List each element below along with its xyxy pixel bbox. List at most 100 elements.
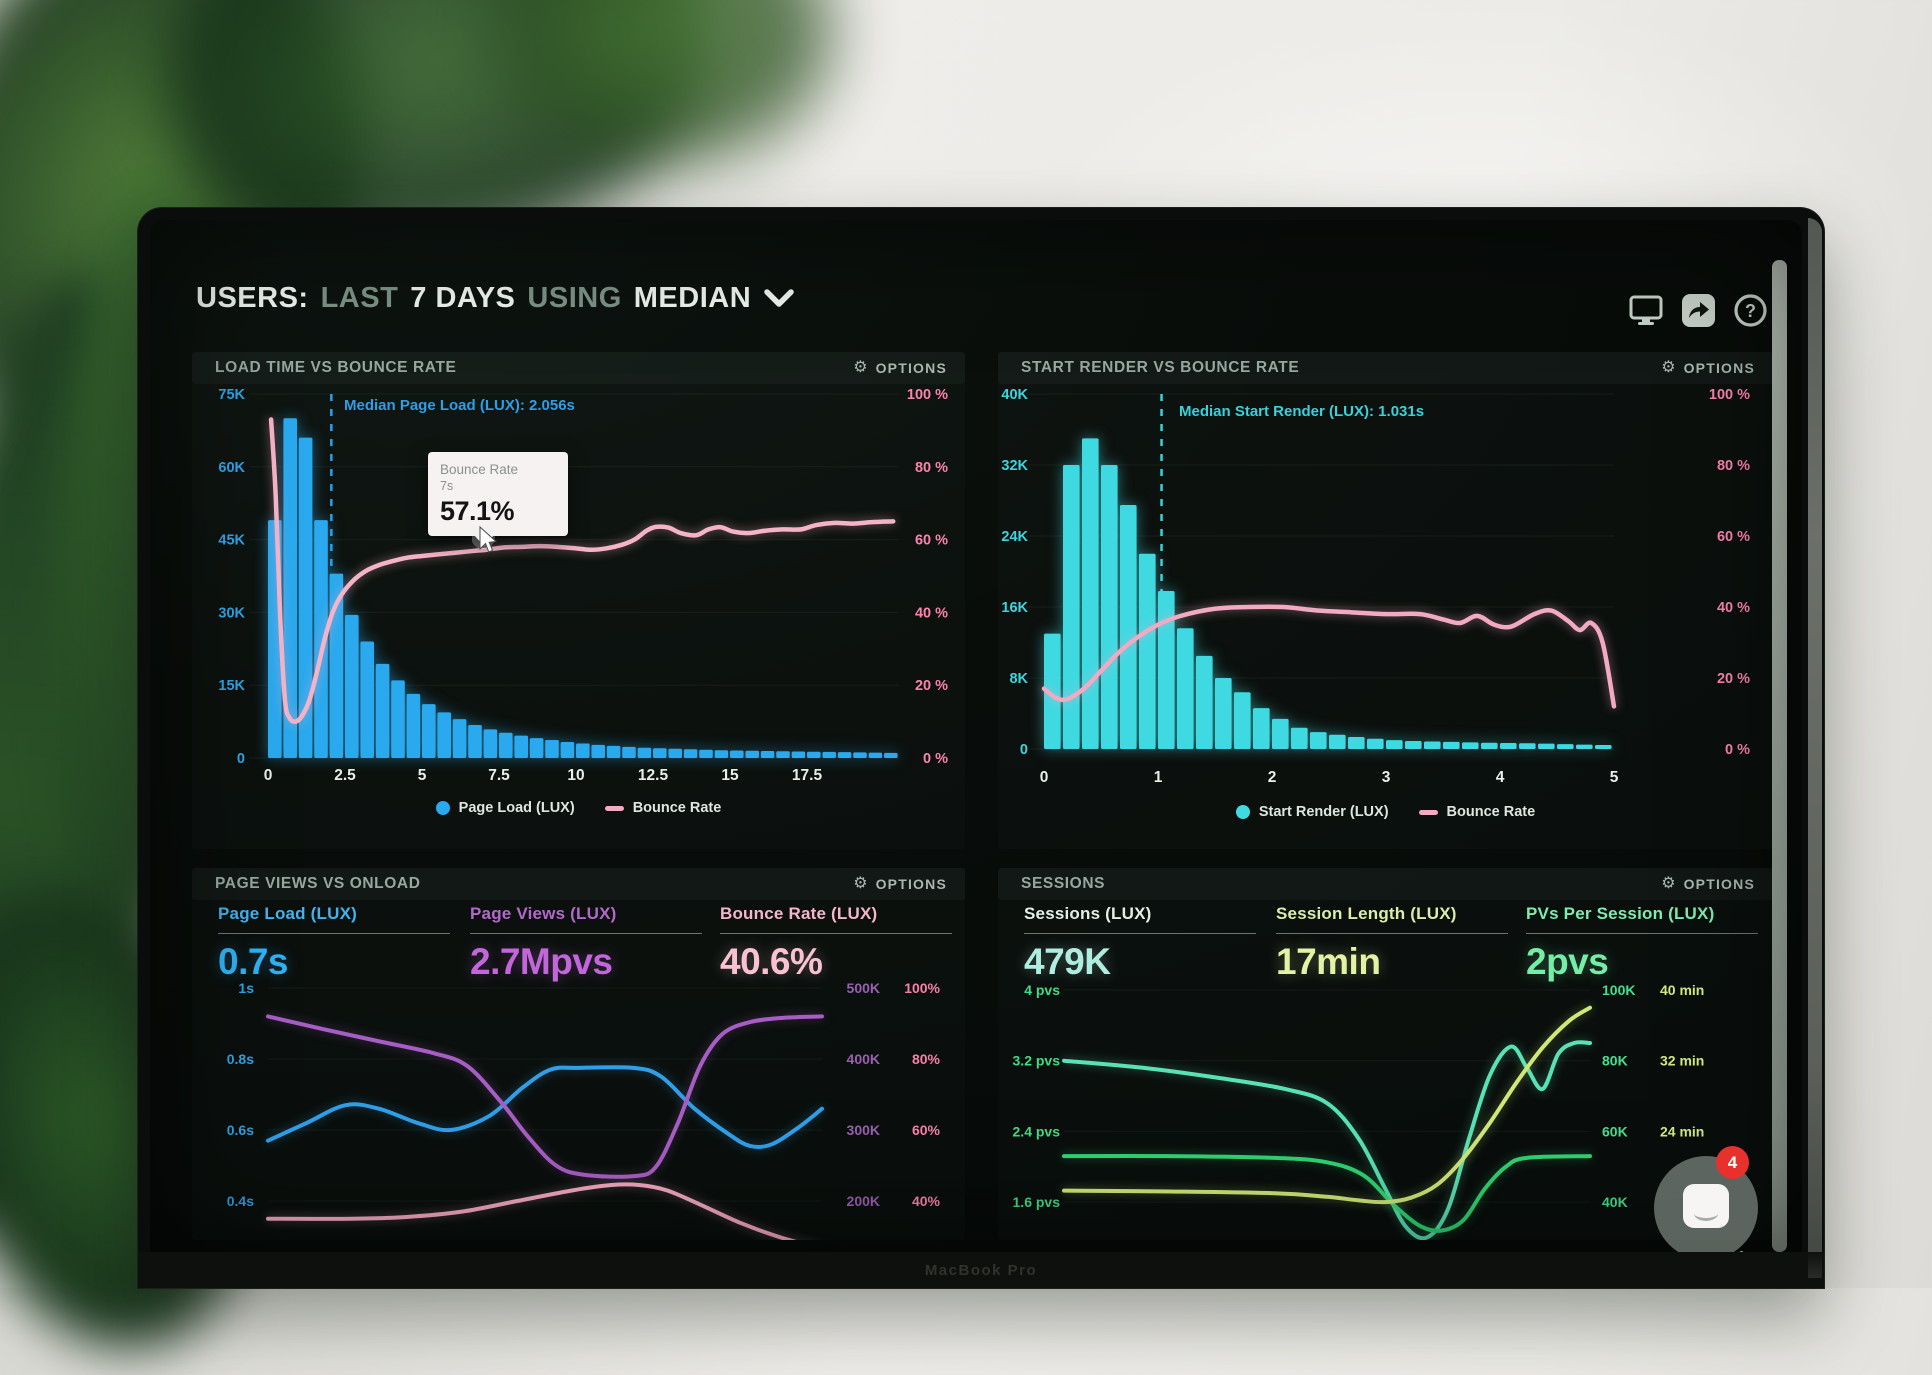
bar [807,751,821,758]
metric-row: Page Load (LUX) 0.7s Page Views (LUX) 2.7Mp… [192,904,965,990]
panel-load-time-vs-bounce-rate: LOAD TIME VS BOUNCE RATE ⚙ OPTIONS 75K 10… [192,352,965,849]
axis-label: 5 [418,767,427,784]
bar [1424,741,1441,749]
chat-widget-button[interactable]: 4 [1654,1146,1758,1252]
metric: Sessions (LUX) 479K [1024,904,1256,983]
axis-label: 500K [847,980,880,996]
scrollbar[interactable] [1772,260,1787,1252]
bounce-rate-line [268,417,896,724]
title-using: USING [527,282,622,314]
axis-label: 8K [1009,671,1028,687]
share-icon[interactable] [1680,292,1716,328]
metric: Session Length (LUX) 17min [1276,904,1508,983]
sessions-line-chart[interactable]: 4 pvs 100K 40 min 3.2 pvs 80K 32 min 2.4 pvs 60… [998,868,1773,1240]
bar [1576,744,1593,749]
axis-label: 80K [1602,1053,1628,1069]
series-line [266,1065,824,1150]
axis-label: 40 % [915,605,948,621]
bar [375,663,390,758]
legend-dot-icon [435,801,450,815]
bar [776,751,790,758]
options-button[interactable]: ⚙ OPTIONS [853,359,947,377]
legend-dash-icon [1418,809,1438,815]
bar [1557,744,1574,749]
bar [637,747,652,758]
bar [452,719,467,758]
title-last: LAST [320,282,399,314]
bar [714,750,729,758]
axis-label: 80 % [1717,458,1750,474]
chart-legend: Start Render (LUX) Bounce Rate [1068,804,1703,820]
axis-label: 0 [1020,742,1028,758]
axis-label: 60 % [1717,529,1750,545]
axis-label: 4 [1496,769,1505,786]
dashboard-screen: USERS: LAST 7 DAYS USING MEDIAN ? [150,220,1802,1252]
chat-unread-badge: 4 [1716,1146,1749,1179]
legend-label: Bounce Rate [632,800,722,816]
laptop-chin: MacBook Pro [138,1252,1824,1288]
axis-label: 30K [218,605,245,621]
bar [1044,633,1061,749]
axis-label: 100 % [907,387,948,403]
metric: Bounce Rate (LUX) 40.6% [720,904,952,983]
load-time-histogram-chart[interactable]: 75K 100 % 60K 80 % 45K 60 % 30K 40 % 15K 20 % 0 0 %… [192,352,965,849]
plant-leaf [500,0,830,160]
legend-item[interactable]: Page Load (LUX) [435,800,575,816]
gear-icon: ⚙ [853,875,868,892]
axis-label: 12.5 [638,767,669,784]
metric-label: Page Views (LUX) [470,904,617,923]
bar [837,752,852,758]
bounce-rate-line [1041,604,1617,709]
axis-label: 2.4 pvs [1013,1123,1061,1139]
axis-label: 80 % [915,460,948,476]
metric-underline [1024,933,1256,934]
panel-title: PAGE VIEWS VS ONLOAD [215,875,421,892]
chart-legend: Page Load (LUX) Bounce Rate [262,800,895,816]
users-range-dropdown[interactable]: USERS: LAST 7 DAYS USING MEDIAN [196,282,795,315]
series-line [1062,1040,1592,1240]
axis-label: 20 % [915,678,948,694]
panel-start-render-vs-bounce-rate: START RENDER VS BOUNCE RATE ⚙ OPTIONS 40… [998,352,1773,849]
series-line [1062,1005,1592,1205]
bar [1538,743,1555,749]
axis-label: 3 [1382,769,1391,786]
metric-underline [1526,933,1758,934]
bar [1196,655,1213,749]
axis-label: 0 % [923,751,948,767]
help-icon[interactable]: ? [1732,292,1768,328]
options-button[interactable]: ⚙ OPTIONS [1661,359,1755,377]
device-label: MacBook Pro [924,1261,1038,1279]
axis-label: 0.4s [227,1193,254,1209]
legend-item[interactable]: Start Render (LUX) [1235,804,1389,820]
bar [1215,678,1232,749]
metric-label: Session Length (LUX) [1276,904,1457,923]
options-button[interactable]: ⚙ OPTIONS [853,875,947,893]
options-button[interactable]: ⚙ OPTIONS [1661,875,1755,893]
bar [1158,591,1175,749]
legend-label: Page Load (LUX) [458,800,575,816]
axis-label: 1.6 pvs [1013,1194,1061,1210]
axis-label: Median Page Load (LUX): 2.056s [344,397,575,414]
bar [499,732,513,758]
legend-item[interactable]: Bounce Rate [604,800,722,816]
gear-icon: ⚙ [1661,875,1676,892]
axis-label: 2 [1268,769,1277,786]
bar [622,746,636,758]
bar [422,704,436,758]
bar [760,750,775,758]
axis-label: 7.5 [488,767,510,784]
bar [1177,628,1194,749]
chevron-down-icon [764,288,794,307]
bar [683,749,698,758]
legend-item[interactable]: Bounce Rate [1418,804,1535,820]
bar [545,740,559,758]
bar [606,745,621,758]
bar [1063,465,1080,749]
bar [360,641,374,758]
display-icon[interactable] [1628,292,1664,328]
axis-label: 16K [1001,600,1028,616]
axis-label: 100K [1602,982,1635,998]
start-render-histogram-chart[interactable]: 40K 100 % 32K 80 % 24K 60 % 16K 40 % 8K 20 % 0 0 % M… [998,352,1773,849]
bar [468,724,482,758]
axis-label: 40% [912,1193,941,1209]
